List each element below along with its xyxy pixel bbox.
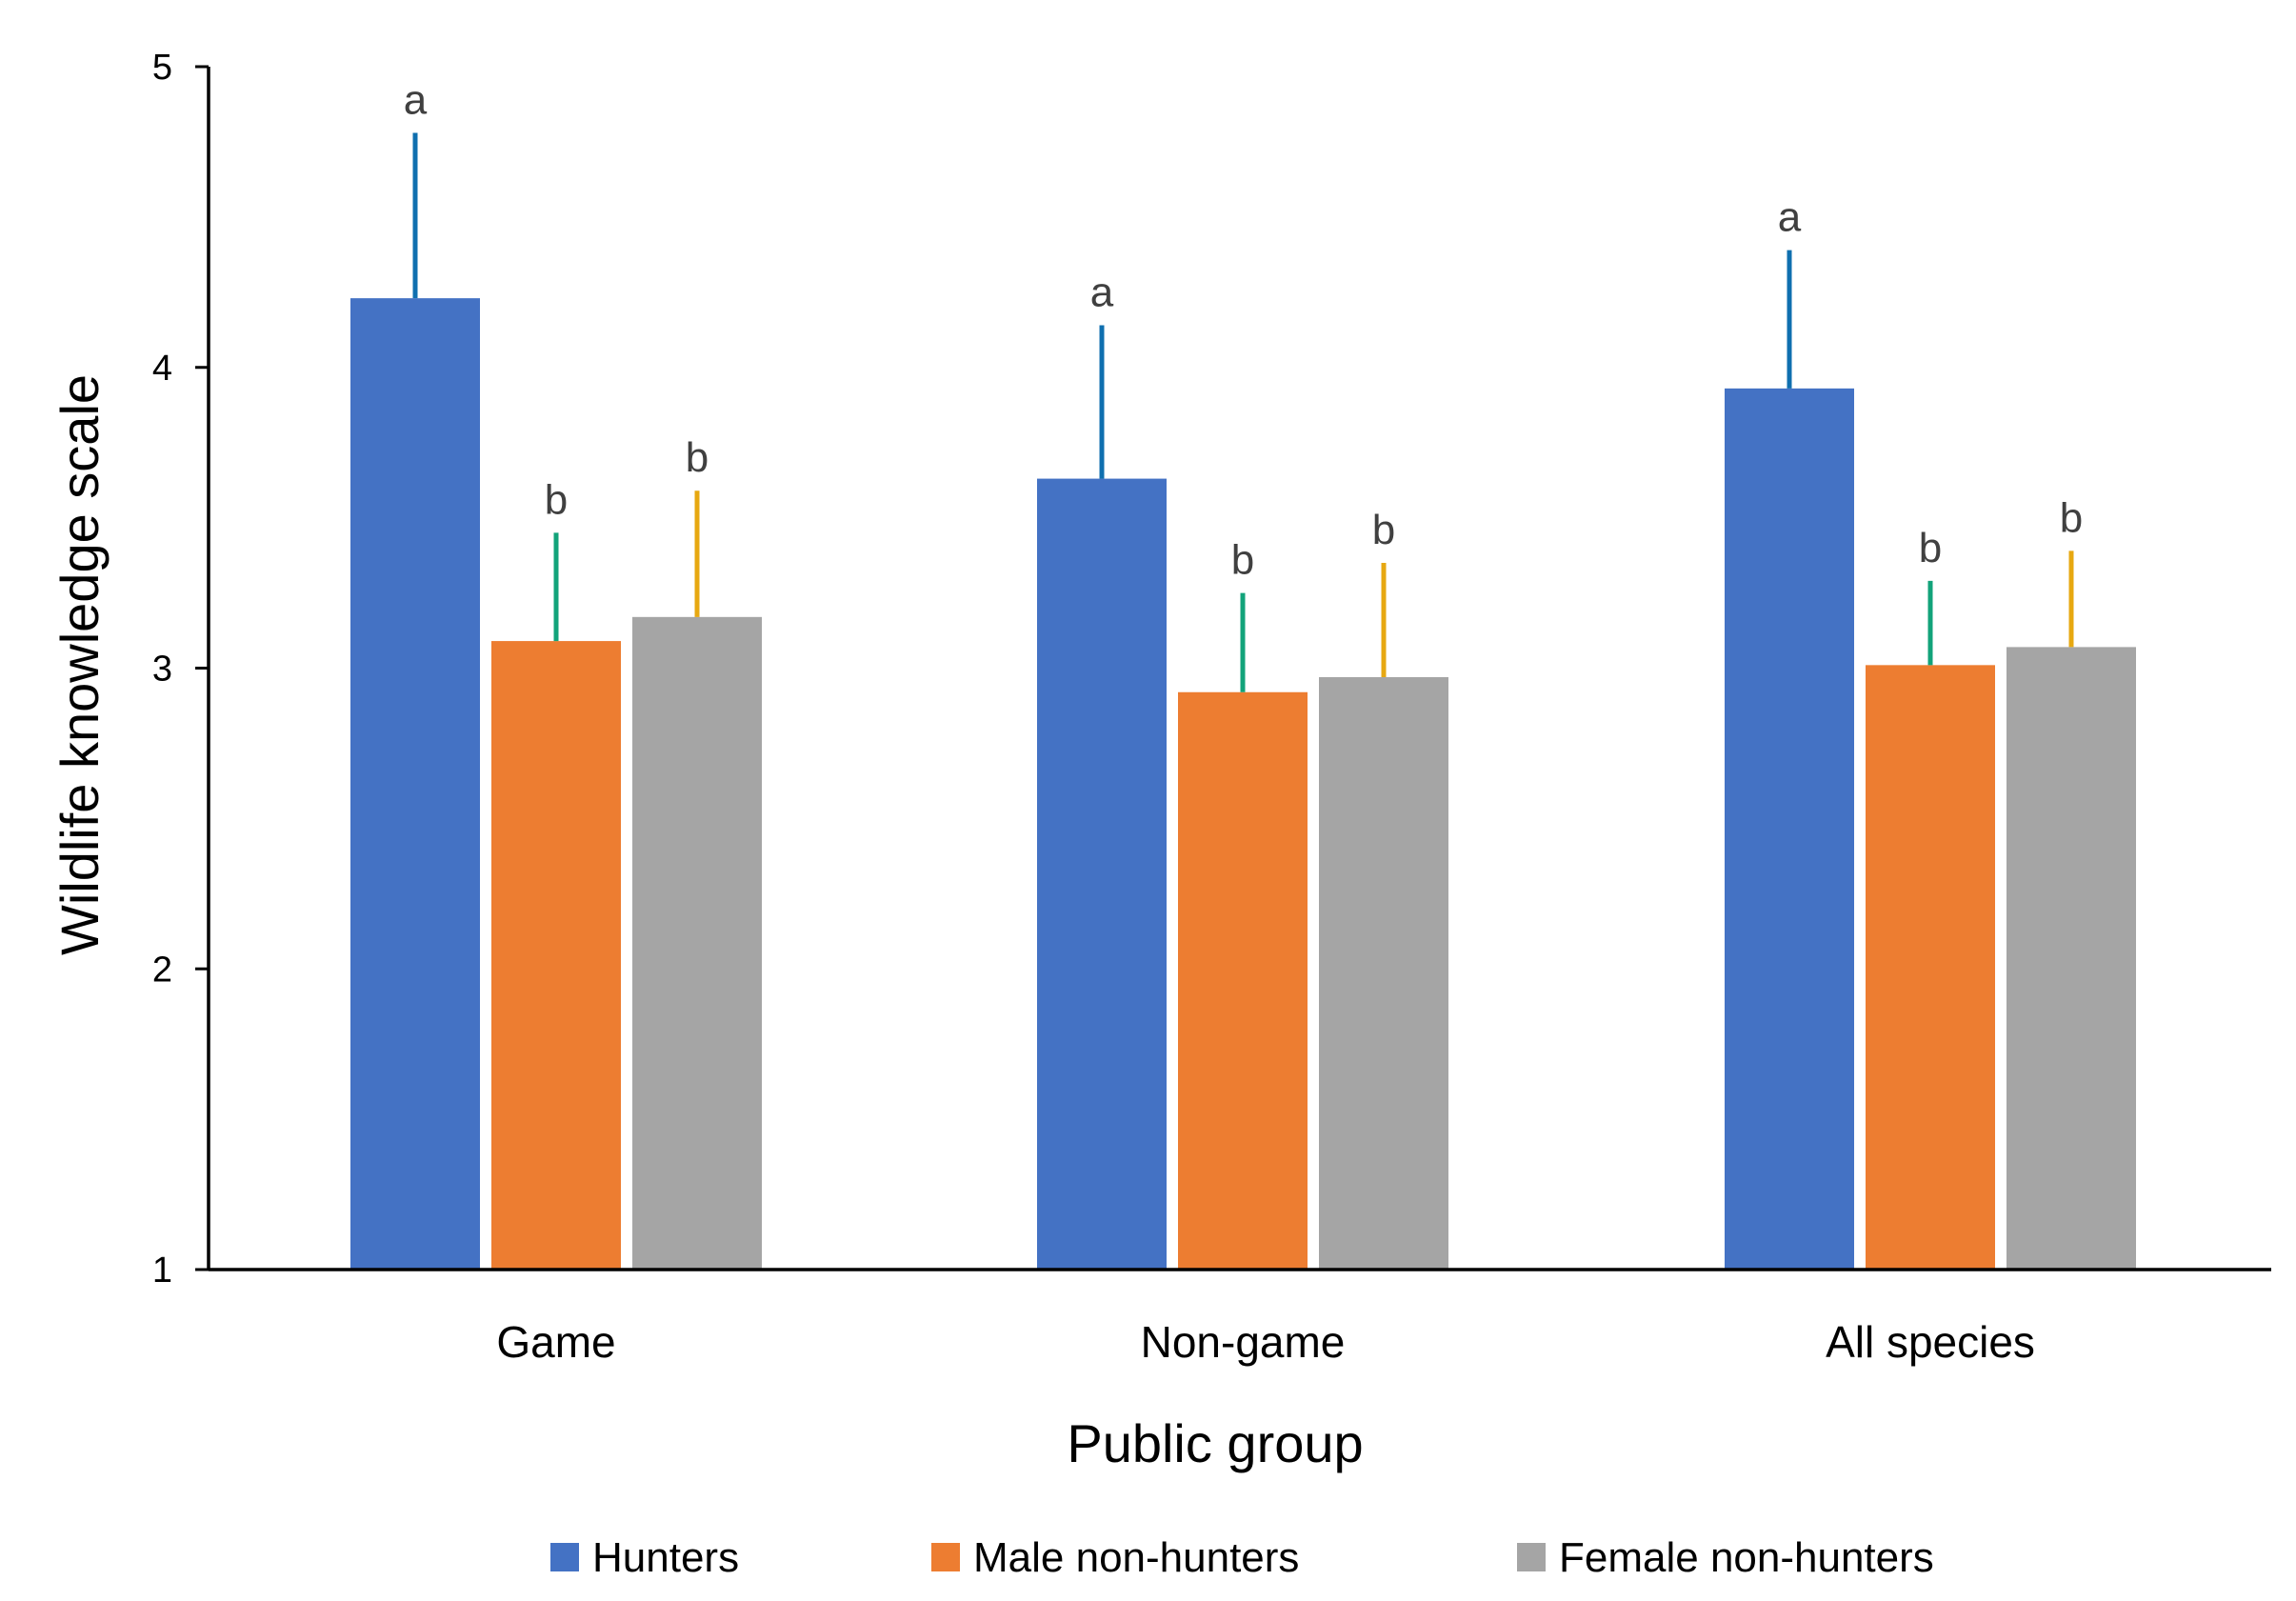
- significance-label: b: [1919, 525, 1942, 571]
- y-tick-label: 4: [152, 349, 172, 389]
- x-axis-title: Public group: [1067, 1413, 1363, 1473]
- y-tick-label: 1: [152, 1251, 172, 1291]
- x-category-label: All species: [1826, 1317, 2035, 1367]
- bar-hunters: [350, 298, 480, 1270]
- bar-female-non-hunters: [2007, 647, 2136, 1270]
- bar-hunters: [1037, 478, 1167, 1270]
- bar-male-non-hunters: [1866, 665, 1995, 1270]
- significance-label: b: [1372, 507, 1395, 553]
- significance-label: b: [686, 434, 709, 481]
- x-category-label: Non-game: [1141, 1317, 1346, 1367]
- bar-hunters: [1725, 388, 1854, 1270]
- y-tick-label: 5: [152, 48, 172, 88]
- significance-label: b: [1231, 537, 1254, 584]
- legend-label: Female non-hunters: [1559, 1534, 1934, 1581]
- significance-label: b: [2060, 494, 2083, 541]
- legend-swatch: [550, 1543, 579, 1571]
- y-axis-title: Wildlife knowledge scale: [50, 374, 110, 955]
- bar-male-non-hunters: [1178, 691, 1308, 1270]
- bar-female-non-hunters: [632, 616, 762, 1270]
- bar-male-non-hunters: [491, 641, 621, 1270]
- legend-swatch: [1517, 1543, 1546, 1571]
- y-tick-label: 2: [152, 950, 172, 990]
- significance-label: b: [545, 476, 568, 523]
- legend-label: Male non-hunters: [973, 1534, 1299, 1581]
- legend-label: Hunters: [592, 1534, 739, 1581]
- significance-label: a: [404, 76, 428, 123]
- bar-female-non-hunters: [1319, 676, 1448, 1270]
- y-tick-label: 3: [152, 650, 172, 690]
- legend: Hunters Male non-hunters Female non-hunter…: [550, 1534, 1934, 1581]
- significance-label: a: [1778, 194, 1802, 241]
- x-category-label: Game: [496, 1317, 615, 1367]
- legend-swatch: [931, 1543, 960, 1571]
- significance-label: a: [1090, 270, 1114, 316]
